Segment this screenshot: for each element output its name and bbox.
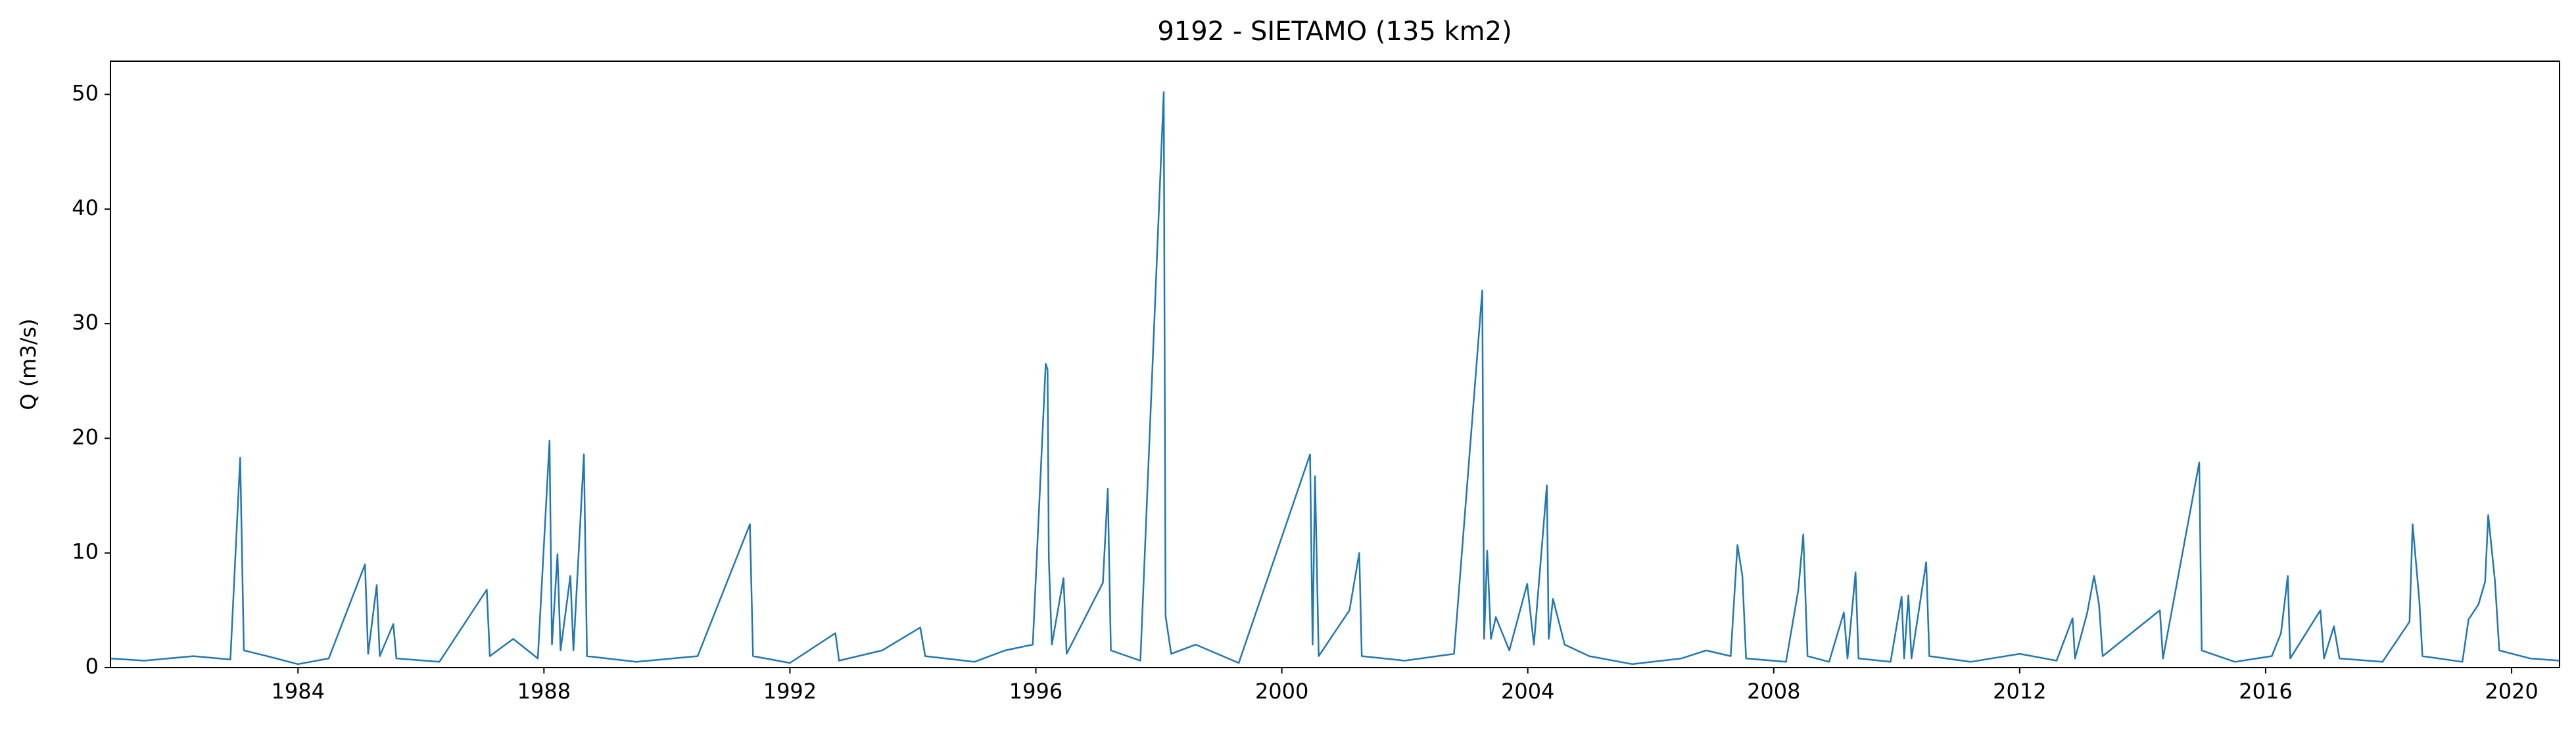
- y-axis-label: Q (m3/s): [16, 318, 41, 410]
- x-tick-label: 2000: [1255, 679, 1308, 704]
- x-tick-label: 1996: [1009, 679, 1062, 704]
- y-tick-label: 50: [72, 81, 99, 106]
- chart-title: 9192 - SIETAMO (135 km2): [1157, 16, 1512, 47]
- plot-frame: [110, 61, 2560, 668]
- y-tick-label: 30: [72, 310, 99, 335]
- x-tick-label: 2004: [1501, 679, 1554, 704]
- x-tick-label: 2020: [2485, 679, 2538, 704]
- x-tick-label: 2012: [1993, 679, 2046, 704]
- x-tick-label: 1992: [763, 679, 817, 704]
- x-tick-label: 2016: [2239, 679, 2292, 704]
- y-tick-label: 10: [72, 539, 99, 564]
- x-tick-label: 1984: [272, 679, 325, 704]
- x-tick-label: 2008: [1747, 679, 1800, 704]
- y-tick-label: 0: [85, 654, 99, 679]
- y-tick-label: 20: [72, 424, 99, 449]
- series-line: [110, 91, 2560, 666]
- x-tick-label: 1988: [517, 679, 571, 704]
- y-tick-label: 40: [72, 195, 99, 220]
